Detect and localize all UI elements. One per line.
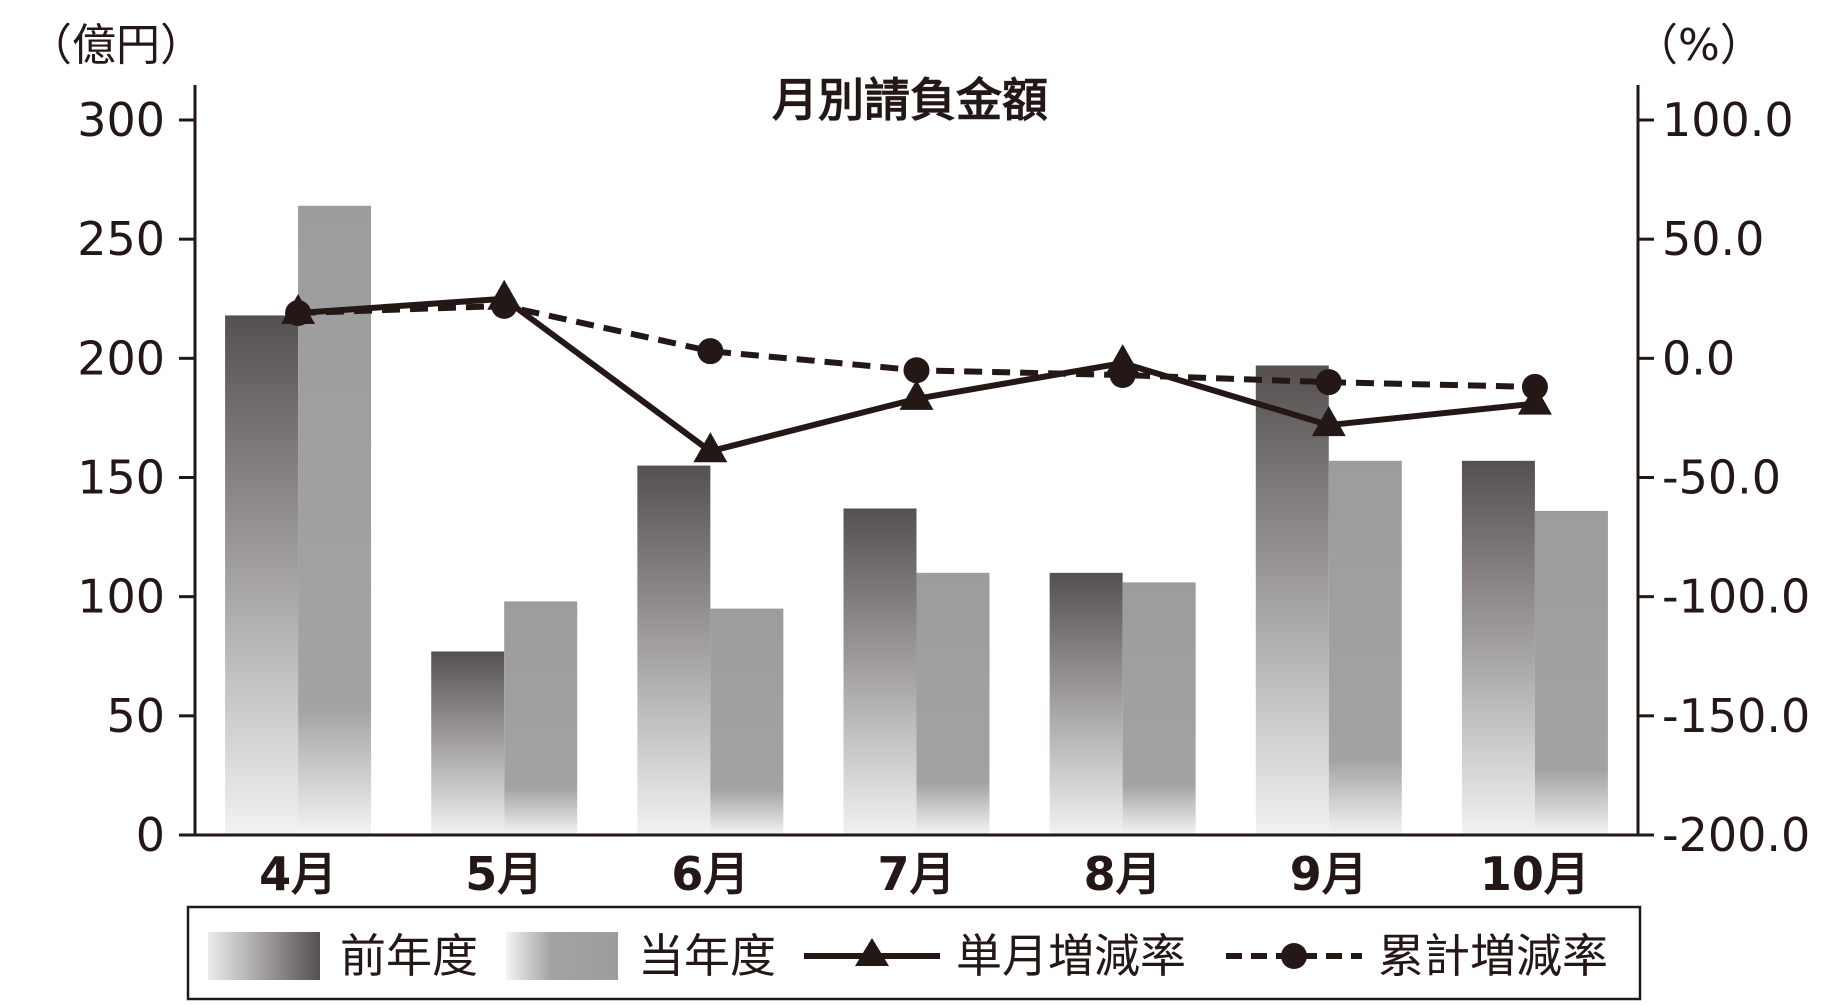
monthly-rate-point (899, 379, 934, 410)
right-tick-label: -50.0 (1662, 451, 1781, 505)
legend-frame (186, 905, 1642, 1001)
ticks: 0 50 100 150 200 250 300 -200.0 -150.0 -100.0 -50.… (77, 93, 1810, 862)
lines (281, 279, 1552, 463)
right-tick-label: -100.0 (1662, 570, 1810, 624)
left-tick-label: 250 (77, 212, 165, 266)
bar-cur-9 (1328, 460, 1402, 835)
right-tick-label: 0.0 (1662, 331, 1735, 385)
legend-label-monthly: 単月増減率 (956, 929, 1186, 983)
bar-prev-5 (431, 651, 505, 835)
cumulative-rate-point (903, 357, 930, 384)
category-label: 7月 (877, 847, 955, 901)
legend-label-cumulative: 累計増減率 (1378, 929, 1608, 983)
bar-cur-6 (710, 608, 784, 835)
bar-prev-10 (1461, 460, 1535, 835)
bar-cur-8 (1122, 582, 1196, 835)
left-tick-label: 50 (106, 689, 165, 743)
left-tick-label: 150 (77, 451, 165, 505)
right-tick-label: 50.0 (1662, 212, 1764, 266)
left-tick-label: 100 (77, 570, 165, 624)
left-tick-label: 200 (77, 331, 165, 385)
monthly-rate-point (1517, 384, 1552, 415)
monthly-rate-point (487, 279, 522, 310)
bar-prev-7 (843, 508, 917, 835)
right-tick-label: -200.0 (1662, 808, 1810, 862)
bars (225, 205, 1608, 836)
legend: 前年度 当年度 単月増減率 累計増減率 (186, 905, 1642, 1001)
bar-cur-4 (298, 205, 372, 836)
right-axis-unit: （%） (1634, 20, 1764, 71)
bar-cur-5 (504, 601, 578, 835)
axes (179, 85, 1654, 837)
legend-swatch-cur (506, 932, 618, 980)
category-labels: 4月 5月 6月 7月 8月 9月 10月 (259, 847, 1590, 901)
legend-marker-circle (1281, 943, 1307, 969)
bar-cur-7 (916, 572, 990, 835)
monthly-rate-point (1105, 344, 1140, 375)
right-tick-label: -150.0 (1662, 689, 1810, 743)
category-label: 9月 (1290, 847, 1368, 901)
cumulative-rate-point (697, 338, 724, 365)
monthly-rate-point (1311, 406, 1346, 437)
left-tick-label: 300 (77, 93, 165, 147)
legend-label-cur: 当年度 (638, 929, 776, 983)
category-label: 5月 (465, 847, 543, 901)
bar-prev-6 (637, 465, 711, 835)
bar-prev-8 (1049, 572, 1123, 835)
category-label: 4月 (259, 847, 337, 901)
left-tick-label: 0 (136, 808, 165, 862)
left-axis-unit: （億円） (28, 20, 204, 71)
category-label: 10月 (1480, 847, 1590, 901)
bar-prev-4 (225, 315, 299, 835)
bar-prev-9 (1255, 365, 1329, 835)
legend-label-prev: 前年度 (340, 929, 478, 983)
chart-title: 月別請負金額 (772, 73, 1048, 127)
category-label: 6月 (671, 847, 749, 901)
bar-cur-10 (1534, 510, 1608, 835)
category-label: 8月 (1084, 847, 1162, 901)
monthly-rate-point (281, 294, 316, 325)
monthly-rate-point (693, 432, 728, 463)
cumulative-rate-point (1315, 369, 1342, 396)
right-tick-label: 100.0 (1662, 93, 1794, 147)
legend-swatch-prev (208, 932, 320, 980)
legend-marker-triangle (855, 938, 889, 966)
